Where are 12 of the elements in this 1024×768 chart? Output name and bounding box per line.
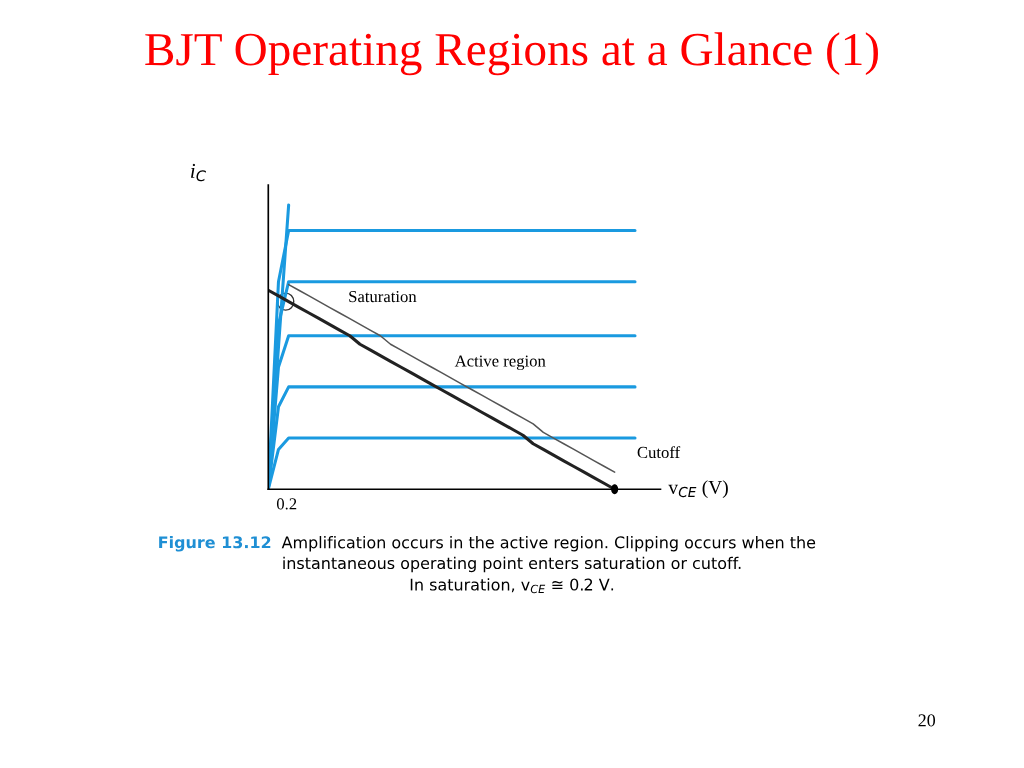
- x-axis-title: v$_{CE}$ (V): [668, 480, 728, 498]
- text: 20: [918, 714, 936, 727]
- text: instantaneous operating point enters saturation or cutoff.: [283, 556, 741, 573]
- annotation: Active region: [454, 355, 546, 371]
- chart-title: BJT Operating Regions at a Glance (1): [145, 32, 878, 76]
- text: In saturation, v$_{CE}$ ≅ 0.2 V.: [410, 578, 614, 594]
- caption: Figure 13.12: [159, 535, 271, 552]
- annotation: Cutoff: [637, 446, 681, 459]
- y-axis-title: i$_{C}$: [191, 163, 206, 182]
- annotation: Saturation: [349, 290, 417, 303]
- text: 0.2: [276, 498, 297, 510]
- text: Amplification occurs in the active region. Clipping occurs when the: [281, 536, 816, 552]
